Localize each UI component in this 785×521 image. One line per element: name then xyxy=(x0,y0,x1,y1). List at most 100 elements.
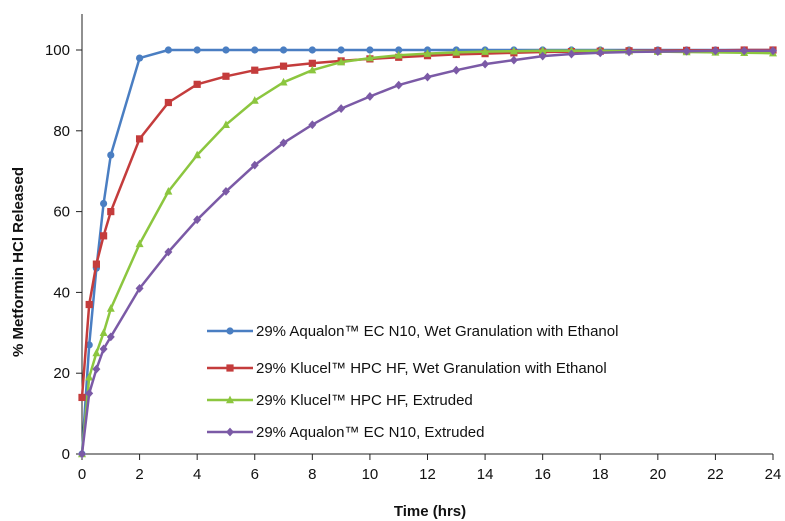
data-point xyxy=(107,151,115,159)
y-tick-label: 40 xyxy=(53,284,70,301)
data-point xyxy=(481,47,490,55)
data-point xyxy=(164,247,173,257)
x-tick-label: 6 xyxy=(251,466,259,483)
series-layer xyxy=(78,46,777,459)
data-point xyxy=(135,135,144,143)
data-point xyxy=(193,215,202,225)
data-point xyxy=(251,66,259,74)
data-point xyxy=(107,208,115,216)
x-tick-label: 16 xyxy=(534,466,551,483)
series-group xyxy=(78,46,777,459)
data-point xyxy=(653,47,662,57)
series-line xyxy=(80,48,773,398)
legend-marker xyxy=(226,327,234,335)
x-ticks: 0 2 4 6 8 10 12 14 16 18 20 22 24 xyxy=(78,454,782,483)
legend-marker-shape xyxy=(226,327,234,335)
y-ticks: 0 20 40 60 80 100 xyxy=(45,42,82,463)
data-point xyxy=(337,57,346,66)
data-point xyxy=(164,46,172,54)
x-tick-label: 24 xyxy=(765,466,782,483)
legend-marker-shape xyxy=(226,427,234,437)
data-point xyxy=(423,72,432,82)
data-point xyxy=(625,47,634,57)
x-tick-label: 0 xyxy=(78,466,86,483)
data-point xyxy=(99,344,108,354)
data-point xyxy=(509,55,518,65)
y-tick-label: 20 xyxy=(53,365,70,382)
data-point xyxy=(366,46,374,54)
data-point xyxy=(365,92,374,101)
legend-entry: 29% Aqualon™ EC N10, Wet Granulation wit… xyxy=(207,323,618,340)
data-point xyxy=(394,80,403,90)
data-point xyxy=(452,65,461,75)
x-tick-label: 8 xyxy=(308,466,316,483)
data-point xyxy=(222,46,230,54)
data-point xyxy=(135,54,144,62)
data-point xyxy=(99,232,108,240)
data-point xyxy=(92,348,101,357)
data-point xyxy=(85,389,94,398)
data-point xyxy=(135,239,144,248)
data-point xyxy=(106,332,115,342)
data-point xyxy=(251,46,259,54)
data-point xyxy=(740,46,749,56)
data-point xyxy=(78,449,86,459)
x-tick-label: 14 xyxy=(477,466,494,483)
data-point xyxy=(92,260,100,268)
data-point xyxy=(596,48,605,58)
data-point xyxy=(279,138,288,148)
data-point xyxy=(395,46,403,54)
x-tick-label: 10 xyxy=(362,466,379,483)
y-tick-label: 0 xyxy=(62,446,70,463)
x-tick-label: 20 xyxy=(649,466,666,483)
data-point xyxy=(279,62,288,70)
y-tick-label: 100 xyxy=(45,42,70,59)
legend-label: 29% Klucel™ HPC HF, Wet Granulation with… xyxy=(256,360,607,377)
data-point xyxy=(711,46,720,56)
data-point xyxy=(222,72,230,80)
data-point xyxy=(85,300,93,309)
data-point xyxy=(92,364,101,374)
x-tick-label: 22 xyxy=(707,466,724,483)
x-axis-title: Time (hrs) xyxy=(394,503,466,520)
legend-entry: 29% Klucel™ HPC HF, Extruded xyxy=(207,392,473,409)
legend-marker-shape xyxy=(226,364,234,372)
data-point xyxy=(164,98,172,107)
data-point xyxy=(99,328,108,336)
data-point xyxy=(308,120,317,130)
data-point xyxy=(337,104,346,113)
legend: 29% Aqualon™ EC N10, Wet Granulation wit… xyxy=(207,323,618,441)
data-point xyxy=(538,46,547,55)
y-tick-label: 80 xyxy=(53,123,70,140)
x-tick-label: 18 xyxy=(592,466,609,483)
data-point xyxy=(106,304,115,312)
x-tick-label: 2 xyxy=(135,466,143,483)
data-point xyxy=(538,51,547,61)
data-point xyxy=(682,46,691,56)
data-point xyxy=(308,65,317,74)
data-point xyxy=(135,283,144,293)
data-point xyxy=(308,46,316,54)
data-point xyxy=(423,49,432,57)
series-group xyxy=(78,46,777,402)
data-point xyxy=(452,48,461,56)
data-point xyxy=(85,372,94,381)
data-point xyxy=(769,46,777,56)
data-point xyxy=(394,50,403,59)
legend-marker xyxy=(226,364,234,372)
series-line xyxy=(80,49,773,455)
x-tick-label: 4 xyxy=(193,466,201,483)
legend-marker xyxy=(226,427,234,437)
data-point xyxy=(193,150,202,159)
data-point xyxy=(567,49,576,59)
data-point xyxy=(221,120,230,128)
data-point xyxy=(221,187,230,196)
y-tick-label: 60 xyxy=(53,204,70,221)
legend-marker-shape xyxy=(226,395,234,404)
legend-label: 29% Klucel™ HPC HF, Extruded xyxy=(256,392,473,409)
legend-entry: 29% Klucel™ HPC HF, Wet Granulation with… xyxy=(207,360,607,377)
legend-label: 29% Aqualon™ EC N10, Extruded xyxy=(256,424,484,441)
data-point xyxy=(337,46,345,54)
data-point xyxy=(250,96,259,104)
